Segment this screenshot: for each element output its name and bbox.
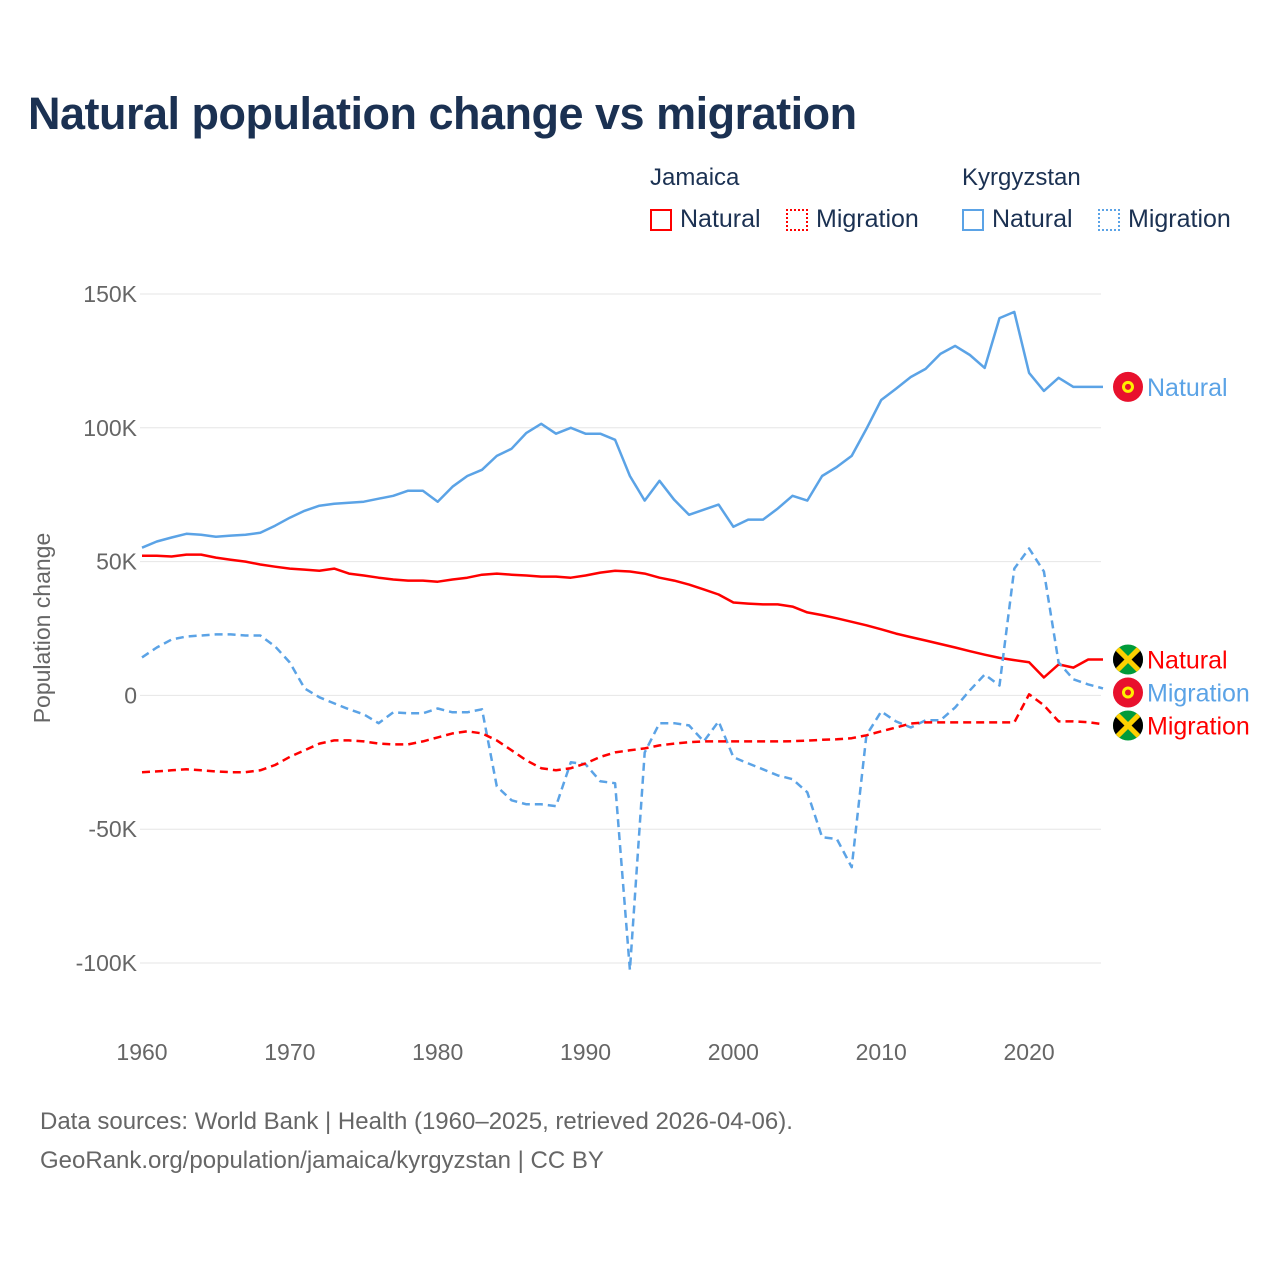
- y-tick-label: 50K: [96, 549, 138, 575]
- end-label-text: Natural: [1147, 374, 1228, 402]
- y-tick-label: 100K: [83, 415, 137, 441]
- legend-group-jamaica: Jamaica: [650, 164, 740, 191]
- x-tick-label: 2020: [1003, 1039, 1054, 1065]
- flag-black: [1128, 644, 1143, 675]
- legend-kyrgyzstan-natural[interactable]: Natural: [962, 205, 1073, 234]
- end-label-text: Natural: [1147, 647, 1228, 675]
- flag-saltire: [1113, 710, 1143, 741]
- x-tick-label: 1980: [412, 1039, 463, 1065]
- series-line-jamaica-natural: [142, 553, 1103, 679]
- footer-link[interactable]: GeoRank.org/population/jamaica/kyrgyzsta…: [40, 1147, 604, 1174]
- sun-center-icon: [1125, 689, 1131, 696]
- end-label-jamaica-natural: Natural: [1113, 644, 1228, 675]
- flag-black: [1113, 710, 1128, 741]
- x-tick-label: 1970: [264, 1039, 315, 1065]
- chart-title: Natural population change vs migration: [28, 88, 857, 139]
- flag-saltire: [1113, 644, 1143, 675]
- legend-jamaica-natural[interactable]: Natural: [650, 205, 761, 234]
- x-tick-label: 1960: [116, 1039, 167, 1065]
- x-tick-label: 1990: [560, 1039, 611, 1065]
- series-line-jamaica-migration: [141, 693, 1104, 774]
- end-label-jamaica-migration: Migration: [1113, 710, 1250, 741]
- kyrgyzstan-flag-icon: [1113, 677, 1143, 708]
- flag-saltire: [1113, 644, 1143, 675]
- series-line-kyrgyzstan-migration: [141, 547, 1104, 972]
- end-label-text: Migration: [1147, 713, 1250, 741]
- end-label-kyrgyzstan-natural: Natural: [1113, 371, 1228, 402]
- legend-group-kyrgyzstan: Kyrgyzstan: [962, 164, 1081, 191]
- solid-line-swatch-icon: [650, 208, 672, 231]
- x-tick-label: 2000: [708, 1039, 759, 1065]
- y-axis-title: Population change: [29, 533, 55, 724]
- y-tick-label: 0: [124, 682, 137, 708]
- legend-label: Natural: [992, 205, 1073, 233]
- legend-jamaica-migration[interactable]: Migration: [786, 205, 919, 234]
- y-tick-label: -50K: [88, 816, 137, 842]
- dotted-line-swatch-icon: [786, 208, 808, 231]
- solid-line-swatch-icon: [962, 208, 984, 231]
- jamaica-flag-icon: [1113, 710, 1143, 741]
- legend-label: Migration: [816, 205, 919, 233]
- legend-kyrgyzstan-migration[interactable]: Migration: [1098, 205, 1231, 234]
- footer-sources: Data sources: World Bank | Health (1960–…: [40, 1108, 793, 1135]
- y-tick-label: 150K: [83, 281, 137, 307]
- legend-label: Natural: [680, 205, 761, 233]
- x-tick-label: 2010: [856, 1039, 907, 1065]
- flag-green: [1113, 710, 1143, 741]
- dotted-line-swatch-icon: [1098, 208, 1120, 231]
- flag-black: [1128, 710, 1143, 741]
- flag-green: [1113, 644, 1143, 675]
- sun-icon: [1122, 380, 1134, 393]
- sun-icon: [1122, 686, 1134, 699]
- flag-saltire: [1113, 710, 1143, 741]
- legend-label: Migration: [1128, 205, 1231, 233]
- end-label-text: Migration: [1147, 680, 1250, 708]
- y-tick-label: -100K: [76, 950, 138, 976]
- flag-black: [1113, 644, 1128, 675]
- series-line-kyrgyzstan-natural: [141, 310, 1103, 549]
- end-label-kyrgyzstan-migration: Migration: [1113, 677, 1250, 708]
- kyrgyzstan-flag-icon: [1113, 371, 1143, 402]
- sun-center-icon: [1125, 383, 1131, 390]
- jamaica-flag-icon: [1113, 644, 1143, 675]
